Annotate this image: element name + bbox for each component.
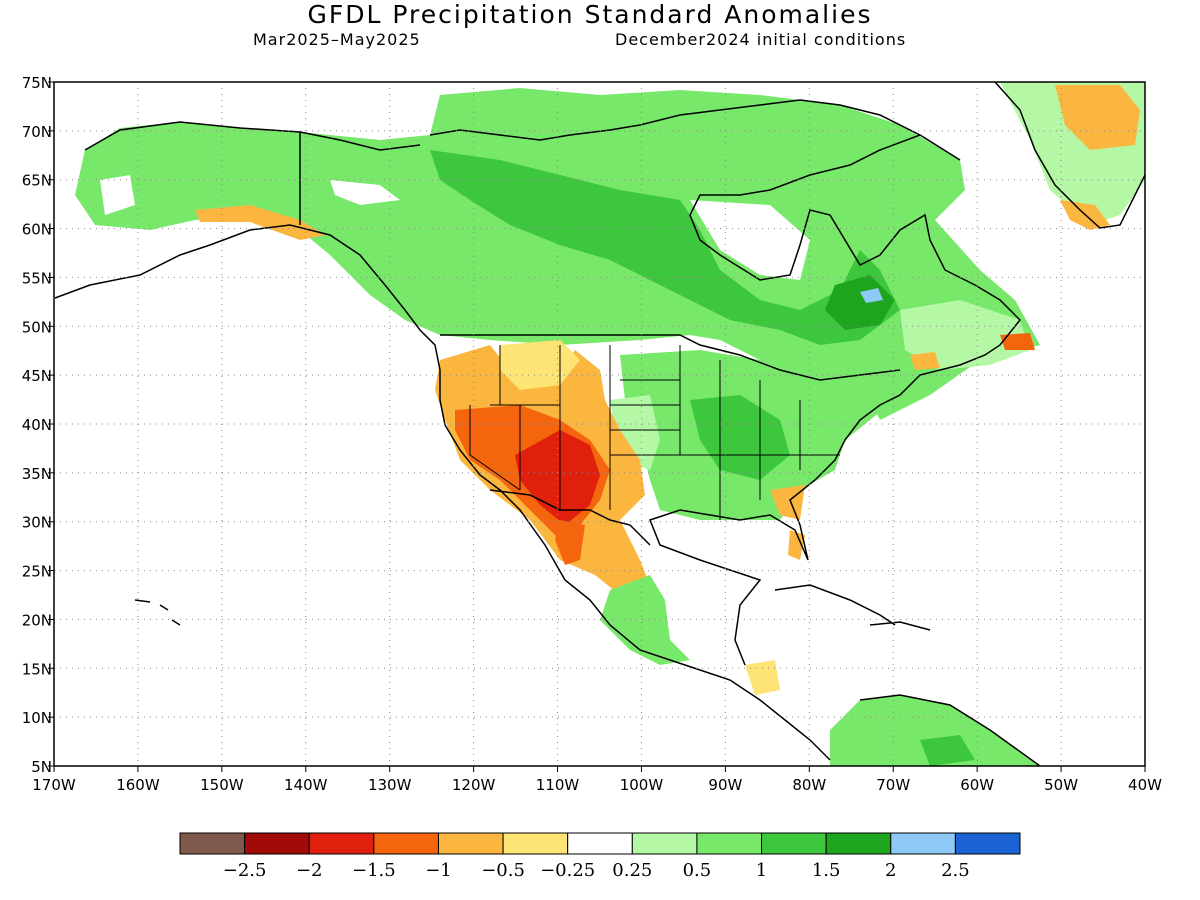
coast-north-america	[54, 99, 1041, 766]
coast-greenland	[994, 82, 1145, 229]
map-title: GFDL Precipitation Standard Anomalies	[307, 0, 873, 29]
field-mexico-green	[600, 575, 690, 665]
legend-label: −0.5	[481, 860, 525, 881]
lat-tick-label: 45N	[22, 367, 52, 385]
field-hudson-white	[690, 200, 810, 280]
lon-tick-label: 60W	[960, 776, 994, 794]
coastlines	[54, 82, 1145, 766]
state-borders	[469, 345, 840, 520]
gridlines	[54, 82, 1145, 766]
legend-label: −1.5	[352, 860, 396, 881]
lat-tick-label: 75N	[22, 74, 52, 92]
border-us-mexico	[489, 489, 651, 546]
legend-label: 2	[885, 860, 896, 881]
lat-tick-label: 55N	[22, 269, 52, 287]
field-florida-orange	[770, 485, 805, 520]
lon-tick-label: 140W	[284, 776, 328, 794]
lat-tick-label: 15N	[22, 660, 52, 678]
lon-tick-label: 100W	[620, 776, 664, 794]
legend-label: 1	[756, 860, 767, 881]
field-south-america-dark	[920, 735, 975, 766]
lon-tick-label: 160W	[116, 776, 160, 794]
legend-swatch	[179, 832, 246, 855]
forecast-period: Mar2025–May2025	[253, 30, 421, 49]
border-us-canada	[440, 334, 901, 381]
field-central-america-green	[830, 695, 1040, 766]
lon-tick-label: 50W	[1044, 776, 1078, 794]
latitude-labels: 75N 70N 65N 60N 55N 50N 45N 40N 35N 30N 25N 20N 15N 1…	[22, 74, 52, 776]
field-alaska-orange	[195, 205, 325, 240]
legend-label: 1.5	[812, 860, 841, 881]
lon-tick-label: 80W	[792, 776, 826, 794]
lon-tick-label: 150W	[200, 776, 244, 794]
legend-label: 2.5	[941, 860, 970, 881]
legend-swatch	[761, 832, 827, 855]
lat-tick-label: 50N	[22, 318, 52, 336]
lat-tick-label: 25N	[22, 563, 52, 581]
field-southwest-red	[515, 430, 600, 525]
lat-tick-label: 10N	[22, 709, 52, 727]
field-mexico-red	[555, 520, 585, 565]
field-yucatan-yellow	[745, 660, 780, 695]
field-nova-scotia-orange	[910, 352, 940, 370]
lat-tick-label: 20N	[22, 611, 52, 629]
legend-label: 0.5	[683, 860, 712, 881]
lon-tick-label: 120W	[452, 776, 496, 794]
legend-swatch	[954, 832, 1021, 855]
lat-tick-label: 35N	[22, 465, 52, 483]
legend-swatch	[502, 832, 569, 855]
longitude-labels: 170W 160W 150W 140W 130W 120W 110W 100W 90W 80W 70…	[32, 776, 1162, 794]
field-alaska-white	[100, 175, 135, 215]
lat-tick-label: 65N	[22, 172, 52, 190]
legend-label: −0.25	[540, 860, 595, 881]
legend-label: −2.5	[223, 860, 267, 881]
field-east-us-dark	[690, 395, 790, 480]
legend-swatch	[631, 832, 698, 855]
legend-label: −1	[425, 860, 452, 881]
legend-colorbar	[179, 832, 1021, 855]
lon-tick-label: 130W	[368, 776, 412, 794]
lat-tick-label: 60N	[22, 221, 52, 239]
lon-tick-label: 110W	[536, 776, 580, 794]
legend-swatch	[244, 832, 310, 855]
legend-swatch	[373, 832, 439, 855]
legend-label: 0.25	[612, 860, 652, 881]
field-quebec-blue	[860, 288, 883, 303]
coast-hispaniola	[869, 621, 931, 631]
lat-tick-label: 30N	[22, 514, 52, 532]
lat-tick-label: 5N	[31, 758, 52, 776]
lon-tick-label: 40W	[1128, 776, 1162, 794]
lon-tick-label: 70W	[876, 776, 910, 794]
axis-ticks	[48, 81, 1146, 772]
legend-swatch	[308, 832, 375, 855]
coast-cuba	[774, 584, 896, 626]
legend-swatch	[825, 832, 892, 855]
initial-conditions: December2024 initial conditions	[615, 30, 907, 49]
legend-label: −2	[296, 860, 323, 881]
field-canada-dark-green	[430, 150, 900, 345]
legend-swatch	[437, 832, 504, 855]
field-florida-tip	[788, 530, 805, 560]
legend-swatch	[696, 832, 763, 855]
lat-tick-label: 70N	[22, 123, 52, 141]
field-greenland-orange	[1055, 85, 1140, 150]
field-canada-white	[330, 180, 400, 205]
legend-swatch	[567, 832, 633, 855]
lon-tick-label: 90W	[708, 776, 742, 794]
anomaly-field	[75, 82, 1145, 766]
coast-hawaii	[134, 599, 181, 626]
lon-tick-label: 170W	[32, 776, 76, 794]
field-newfoundland-orange	[1000, 333, 1035, 350]
legend-labels: −2.5 −2 −1.5 −1 −0.5 −0.25 0.25 0.5 1 1.5 2 2.5	[223, 860, 970, 881]
legend-swatch	[890, 832, 956, 855]
lat-tick-label: 40N	[22, 416, 52, 434]
